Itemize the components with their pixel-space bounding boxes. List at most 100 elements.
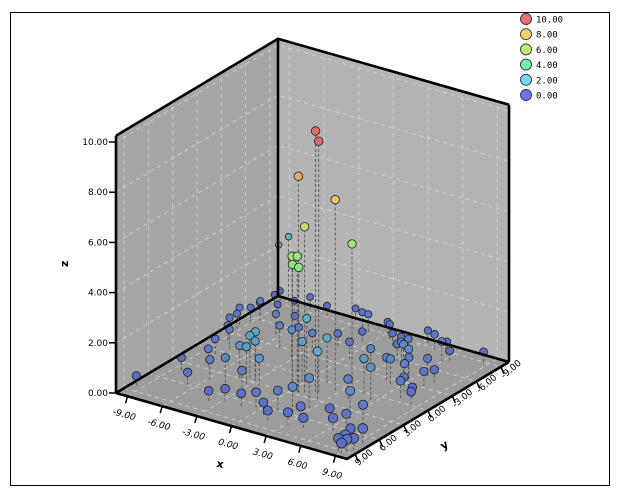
- x-tick-label: -3.00: [181, 427, 206, 443]
- data-point: [293, 171, 304, 181]
- legend-swatch: [520, 58, 532, 71]
- data-point: [343, 374, 353, 384]
- data-point: [205, 355, 215, 365]
- data-point: [304, 373, 315, 383]
- data-point: [445, 346, 454, 356]
- x-tick: [228, 425, 233, 434]
- data-point: [310, 126, 321, 136]
- data-point: [256, 296, 265, 305]
- x-tick: [124, 396, 129, 404]
- data-point: [357, 399, 369, 410]
- data-point: [236, 388, 247, 399]
- data-point: [287, 381, 298, 392]
- data-point: [358, 327, 367, 336]
- data-point: [237, 365, 247, 376]
- data-point: [298, 412, 309, 423]
- data-point: [220, 383, 230, 394]
- data-point: [395, 376, 406, 386]
- data-point: [351, 304, 360, 313]
- data-point: [385, 354, 395, 364]
- x-tick: [332, 455, 337, 463]
- data-point: [290, 311, 299, 320]
- x-tick-label: -6.00: [146, 417, 171, 433]
- data-point: [308, 328, 317, 338]
- data-point: [429, 365, 439, 375]
- chart-grid: [115, 42, 510, 457]
- legend-swatch: [520, 28, 532, 41]
- data-point: [275, 321, 284, 330]
- data-point: [294, 323, 303, 332]
- data-point: [423, 326, 433, 335]
- data-point: [251, 387, 261, 398]
- floor-front-edges: [115, 360, 510, 461]
- data-point: [312, 346, 323, 357]
- data-point: [322, 333, 332, 343]
- legend-label: 8.00: [536, 31, 558, 41]
- data-point: [282, 407, 293, 418]
- data-point: [345, 385, 356, 396]
- y-tick: [378, 439, 384, 447]
- data-point: [430, 330, 439, 339]
- data-point: [306, 293, 314, 301]
- z-tick-label: 10.00: [82, 138, 108, 148]
- data-point: [287, 325, 297, 334]
- z-tick-label: 6.00: [88, 238, 108, 248]
- data-point: [399, 359, 410, 369]
- data-point: [220, 353, 230, 363]
- data-point: [272, 385, 283, 396]
- data-point: [324, 403, 335, 414]
- data-point: [262, 405, 273, 416]
- x-tick: [194, 415, 198, 424]
- z-tick-label: 8.00: [88, 188, 108, 198]
- x-tick-label: 9.00: [321, 467, 343, 482]
- floor-grid-y: [172, 358, 404, 426]
- data-point: [254, 353, 264, 363]
- data-point: [341, 408, 352, 419]
- data-point: [357, 423, 368, 434]
- chart-edges: [114, 37, 511, 461]
- data-point: [297, 336, 307, 347]
- x-axis-label: x: [215, 457, 224, 471]
- y-tick: [475, 381, 481, 389]
- data-point: [314, 136, 324, 146]
- data-point: [225, 313, 234, 322]
- data-point: [333, 329, 342, 338]
- z-tick-label: 0.00: [88, 389, 108, 399]
- y-tick: [451, 395, 456, 404]
- x-tick-label: 6.00: [286, 457, 308, 472]
- legend-label: 6.00: [536, 46, 558, 56]
- data-point: [365, 362, 376, 372]
- x-tick-label: -9.00: [112, 408, 137, 424]
- y-axis-label: y: [438, 438, 451, 453]
- data-point: [347, 239, 357, 249]
- data-point: [271, 309, 280, 319]
- data-point: [203, 344, 213, 354]
- data-point: [250, 336, 260, 346]
- data-point: [294, 262, 304, 273]
- data-point: [364, 310, 373, 319]
- x-tick-label: 3.00: [252, 448, 274, 463]
- data-point: [299, 222, 310, 232]
- data-point: [273, 300, 282, 309]
- data-point: [336, 437, 347, 449]
- x-tick: [263, 435, 267, 444]
- data-point: [302, 314, 312, 323]
- legend-swatch: [520, 13, 532, 25]
- data-point: [330, 195, 340, 205]
- x-tick: [298, 445, 302, 454]
- data-point: [284, 232, 293, 241]
- legend-label: 0.00: [536, 92, 558, 102]
- floor-grid-y: [123, 387, 356, 455]
- data-point: [423, 353, 433, 363]
- data-point: [233, 309, 242, 318]
- z-tick-label: 2.00: [88, 339, 108, 349]
- legend-label: 4.00: [536, 61, 558, 71]
- data-point: [327, 412, 339, 424]
- data-point: [295, 401, 306, 412]
- data-point: [359, 353, 369, 364]
- legend-swatch: [520, 89, 532, 101]
- legend-swatch: [520, 43, 532, 56]
- x-tick-label: 0.00: [217, 438, 239, 453]
- data-point: [406, 386, 416, 397]
